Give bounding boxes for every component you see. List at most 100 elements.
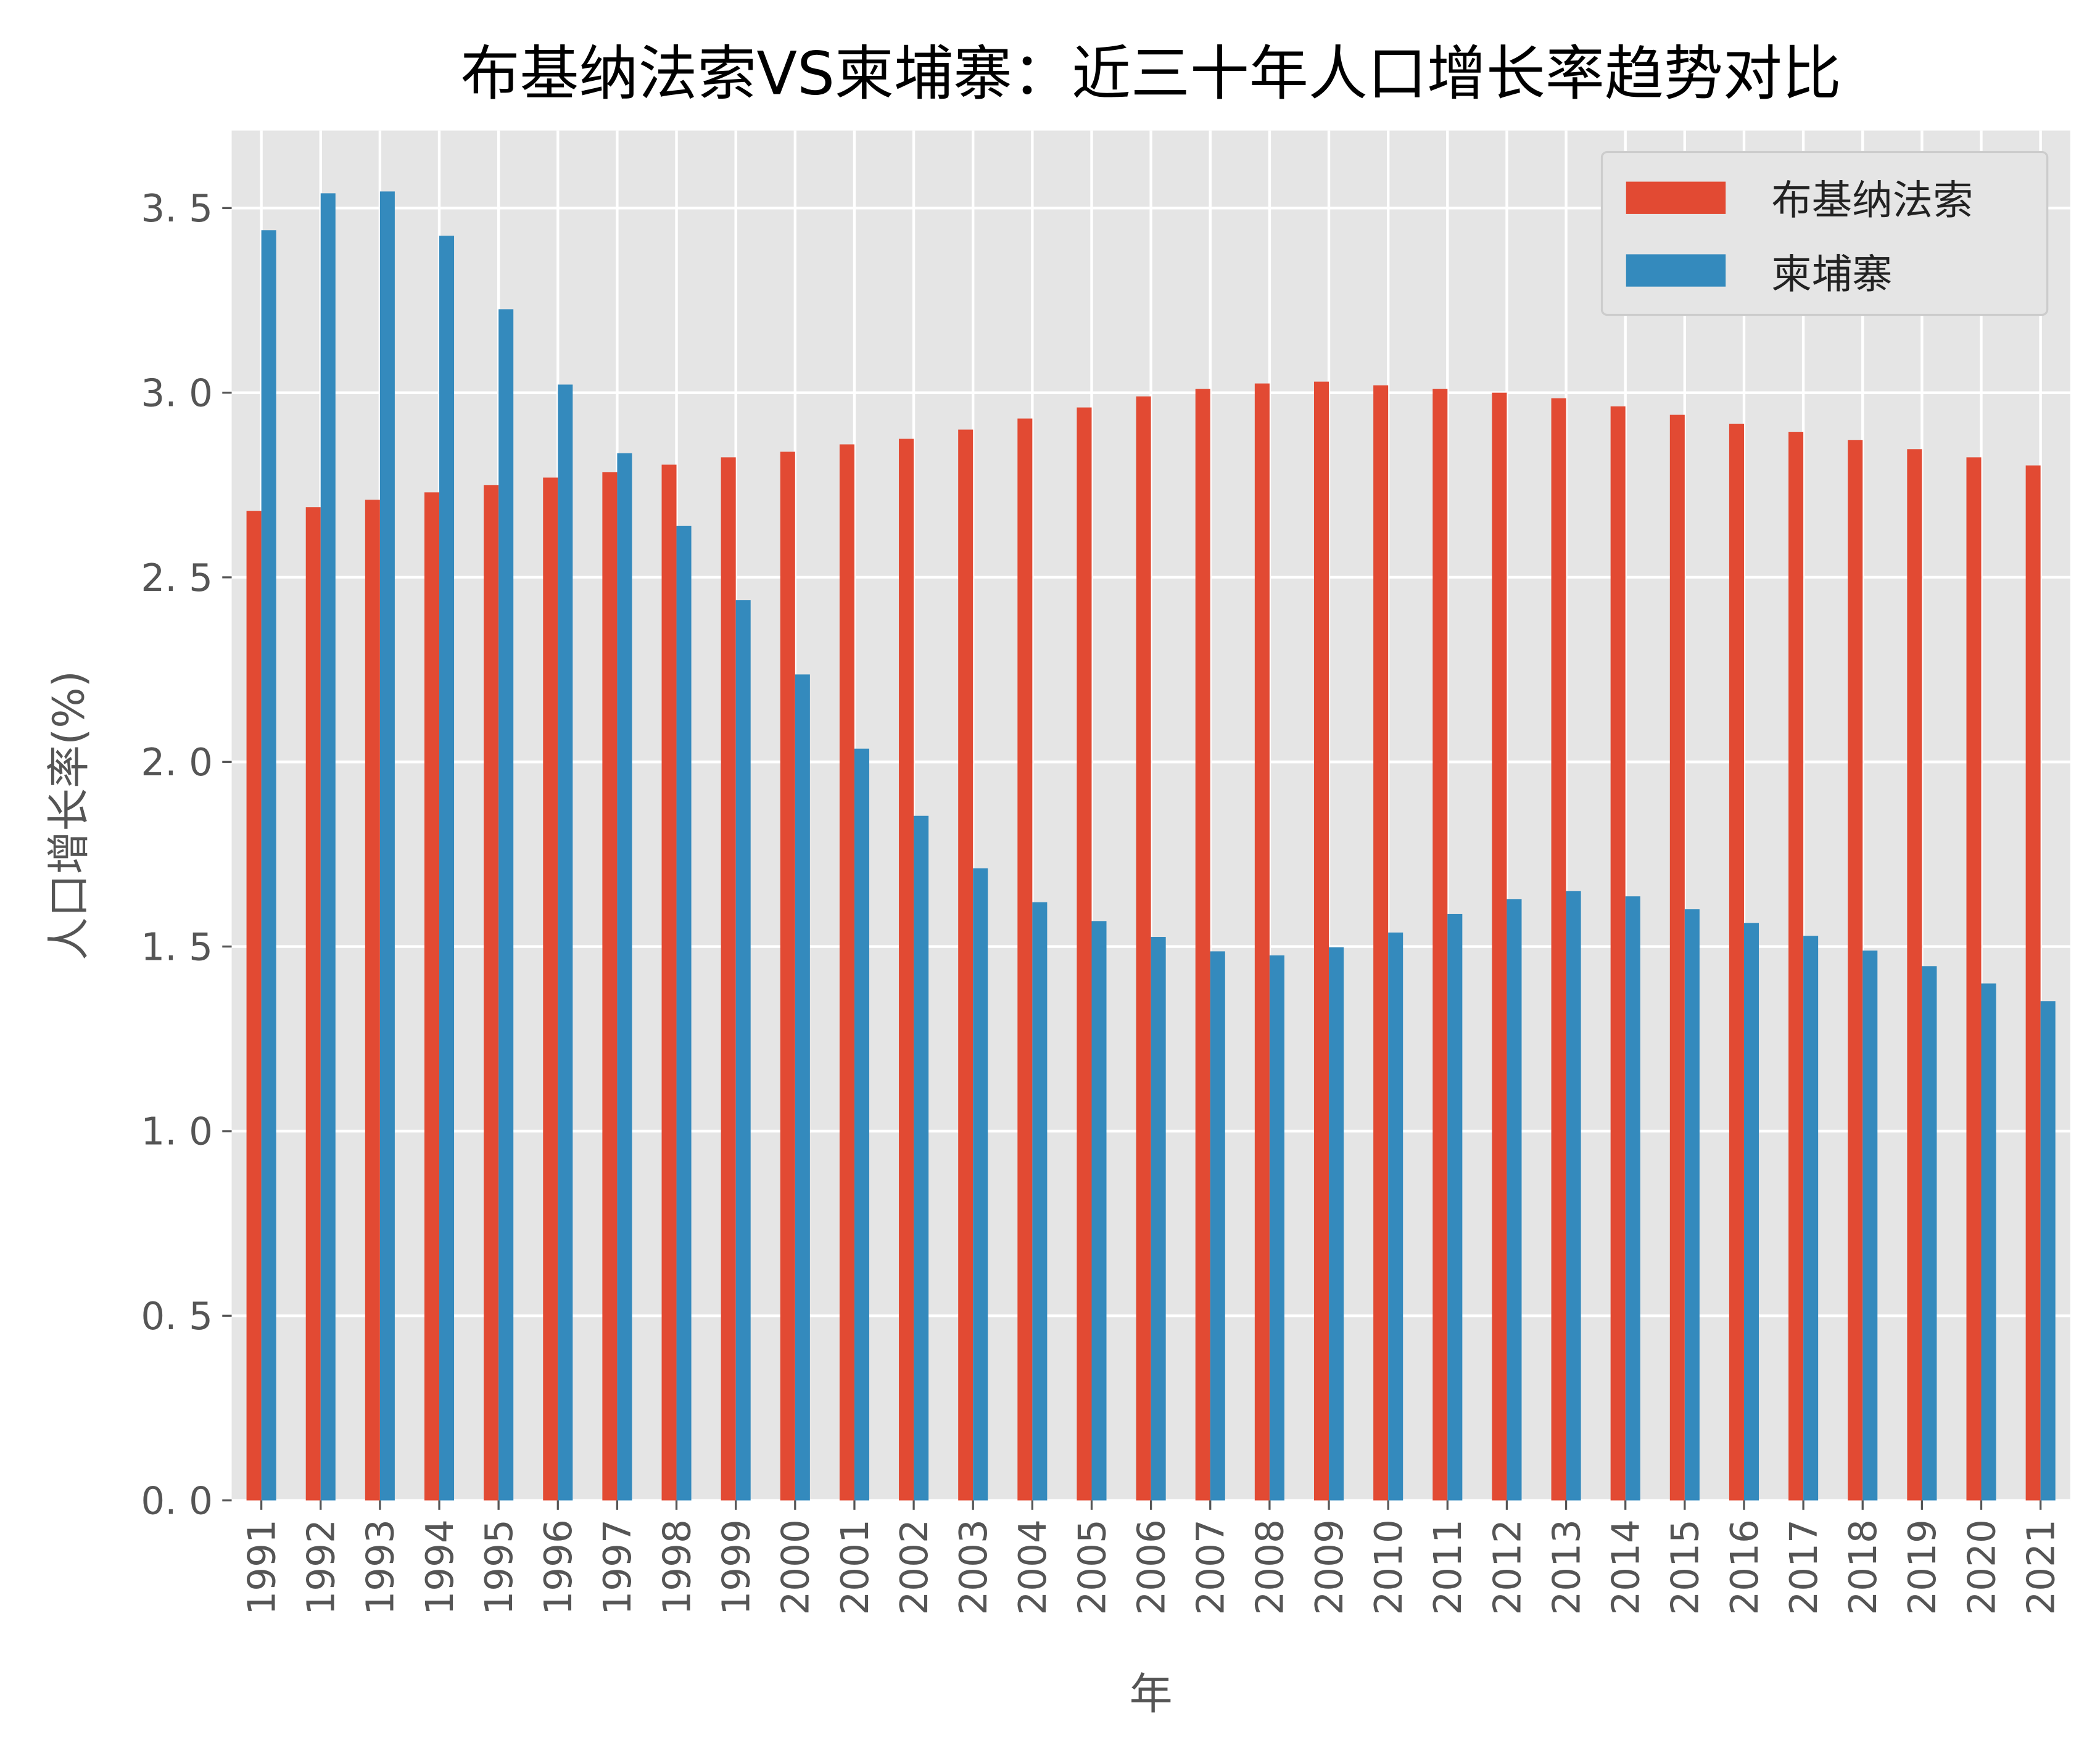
y-tick-label: 3. 0: [141, 371, 213, 415]
legend-label-cambodia: 柬埔寨: [1771, 251, 1892, 298]
x-tick-label: 2008: [1249, 1519, 1292, 1615]
x-tick-label: 1998: [655, 1519, 699, 1615]
x-tick-label: 2011: [1426, 1519, 1470, 1615]
bar-burkina-faso: [602, 472, 618, 1501]
bar-burkina-faso: [899, 439, 914, 1501]
x-tick-label: 2015: [1664, 1519, 1708, 1615]
bar-burkina-faso: [1017, 418, 1033, 1501]
bar-cambodia: [676, 526, 692, 1501]
x-tick-label: 1992: [300, 1519, 344, 1615]
x-tick-label: 2020: [1960, 1519, 2004, 1615]
bar-cambodia: [558, 384, 573, 1501]
bar-cambodia: [1981, 983, 1996, 1501]
bar-burkina-faso: [1432, 389, 1448, 1501]
x-tick-label: 1995: [477, 1519, 521, 1615]
x-tick-label: 2021: [2019, 1519, 2063, 1615]
bar-burkina-faso: [1254, 383, 1270, 1501]
bar-burkina-faso: [1492, 392, 1507, 1501]
bar-cambodia: [1566, 891, 1581, 1501]
x-tick-label: 2018: [1842, 1519, 1885, 1615]
x-tick-label: 1996: [537, 1519, 581, 1615]
bar-cambodia: [1922, 966, 1937, 1501]
bar-cambodia: [1862, 950, 1878, 1501]
x-tick-label: 2009: [1308, 1519, 1352, 1615]
x-tick-label: 1997: [596, 1519, 640, 1615]
x-tick-label: 2006: [1130, 1519, 1173, 1615]
bars: [246, 191, 2056, 1501]
y-axis: 0. 0 0. 5 1. 0 1. 5 2. 0 2. 5 3. 0 3. 5: [141, 187, 232, 1523]
bar-burkina-faso: [1848, 440, 1863, 1501]
y-tick-label: 1. 5: [141, 925, 213, 969]
bar-cambodia: [735, 600, 751, 1501]
x-tick-label: 2016: [1723, 1519, 1767, 1615]
legend: 布基纳法索 柬埔寨: [1600, 150, 2049, 316]
bar-cambodia: [1388, 932, 1403, 1501]
bar-burkina-faso: [1136, 396, 1151, 1501]
x-tick-label: 2010: [1367, 1519, 1411, 1615]
bar-cambodia: [617, 453, 632, 1501]
legend-swatch-cambodia: [1626, 254, 1726, 287]
bar-burkina-faso: [305, 507, 321, 1501]
bar-burkina-faso: [721, 457, 736, 1501]
bar-burkina-faso: [2025, 465, 2041, 1501]
chart-title: 布基纳法索VS柬埔寨：近三十年人口增长率趋势对比: [461, 39, 1842, 109]
bar-burkina-faso: [1966, 457, 1982, 1501]
x-tick-label: 2014: [1605, 1519, 1648, 1615]
x-tick-label: 1993: [359, 1519, 403, 1615]
x-tick-label: 2004: [1011, 1519, 1055, 1615]
bar-burkina-faso: [484, 485, 499, 1501]
x-tick-label: 1991: [240, 1519, 284, 1615]
x-tick-label: 1999: [715, 1519, 759, 1615]
bar-burkina-faso: [1195, 389, 1210, 1501]
bar-burkina-faso: [1373, 385, 1389, 1501]
y-axis-label: 人口增长率(%): [44, 670, 94, 960]
bar-burkina-faso: [1729, 423, 1744, 1501]
y-tick-label: 0. 0: [141, 1479, 213, 1523]
bar-cambodia: [1151, 937, 1166, 1501]
bar-burkina-faso: [780, 451, 795, 1501]
y-tick-label: 2. 5: [141, 556, 213, 600]
x-tick-label: 2019: [1901, 1519, 1945, 1615]
x-tick-label: 1994: [418, 1519, 462, 1615]
x-tick-label: 2012: [1486, 1519, 1529, 1615]
bar-cambodia: [1091, 921, 1107, 1501]
bar-cambodia: [1743, 923, 1759, 1501]
bar-cambodia: [1447, 913, 1463, 1501]
y-tick-label: 0. 5: [141, 1295, 213, 1338]
bar-burkina-faso: [246, 511, 262, 1501]
bar-cambodia: [1684, 909, 1700, 1501]
bar-cambodia: [2040, 1001, 2056, 1501]
bar-cambodia: [439, 236, 455, 1501]
y-tick-label: 2. 0: [141, 741, 213, 785]
bar-burkina-faso: [543, 477, 558, 1501]
bar-burkina-faso: [1907, 449, 1922, 1501]
bar-cambodia: [498, 309, 514, 1501]
bar-cambodia: [854, 748, 869, 1501]
x-tick-label: 2003: [952, 1519, 996, 1615]
x-tick-label: 2017: [1782, 1519, 1826, 1615]
legend-label-burkina: 布基纳法索: [1771, 177, 1973, 224]
y-tick-label: 3. 5: [141, 187, 213, 231]
bar-burkina-faso: [1313, 381, 1329, 1501]
bar-cambodia: [1507, 899, 1522, 1501]
legend-swatch-burkina: [1626, 181, 1726, 214]
x-tick-label: 2000: [774, 1519, 818, 1615]
bar-burkina-faso: [1788, 432, 1804, 1501]
bar-burkina-faso: [365, 500, 380, 1501]
x-axis-label: 年: [1130, 1670, 1173, 1720]
bar-cambodia: [1032, 902, 1048, 1501]
bar-burkina-faso: [661, 464, 677, 1501]
bar-burkina-faso: [1669, 414, 1685, 1501]
x-tick-label: 2007: [1189, 1519, 1233, 1615]
bar-burkina-faso: [839, 444, 854, 1501]
bar-burkina-faso: [424, 492, 440, 1501]
bar-cambodia: [320, 193, 336, 1501]
x-tick-label: 2005: [1070, 1519, 1114, 1615]
bar-burkina-faso: [1077, 407, 1092, 1501]
x-tick-label: 2001: [833, 1519, 877, 1615]
bar-cambodia: [1269, 955, 1284, 1501]
bar-cambodia: [1329, 947, 1344, 1501]
bar-burkina-faso: [1610, 406, 1626, 1501]
bar-cambodia: [795, 674, 810, 1501]
